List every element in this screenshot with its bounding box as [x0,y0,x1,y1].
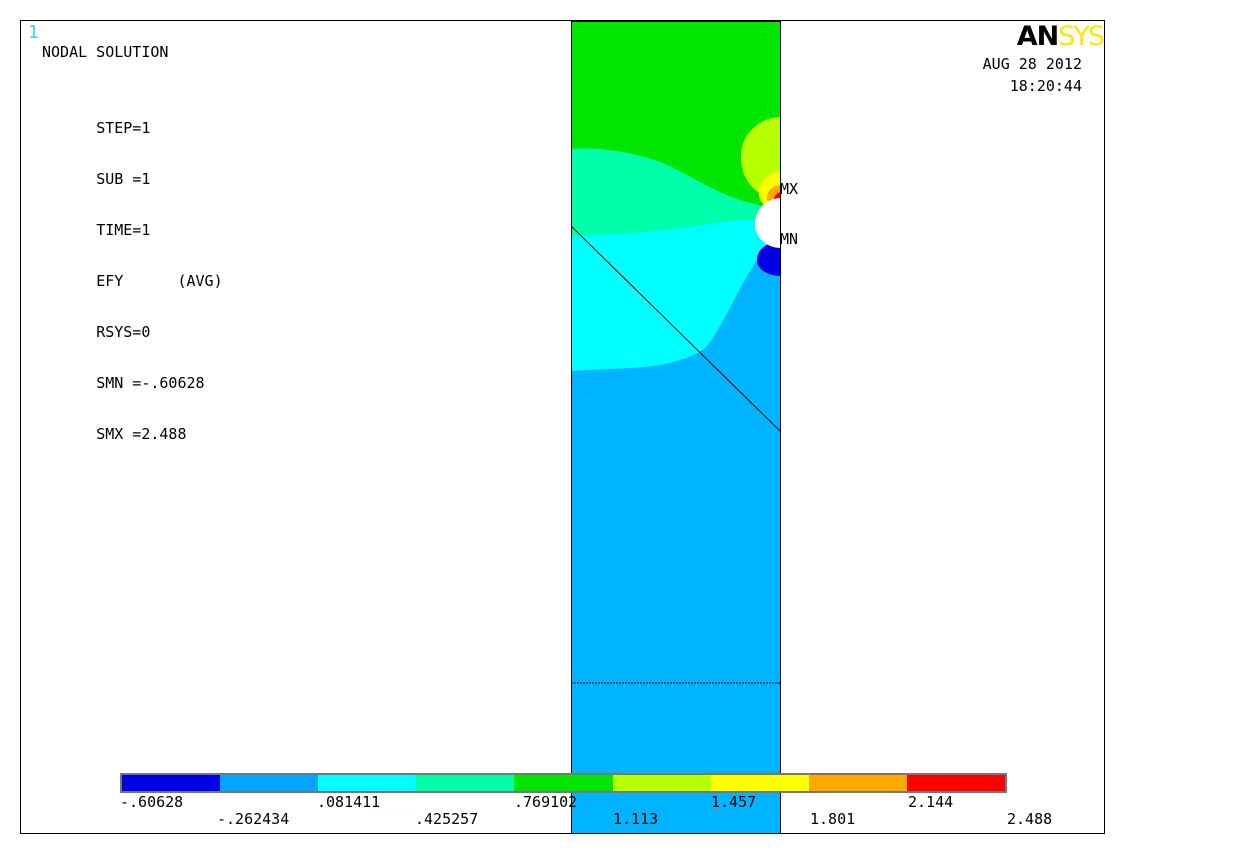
legend-swatch-1 [122,775,221,791]
info-sub-row: SUB =1 [42,157,223,187]
legend-swatch-6 [612,775,711,791]
info-rsys-value: 0 [141,323,151,341]
window-number: 1 [28,22,39,43]
legend-label-lower-4: 1.801 [810,810,856,828]
info-smx-row: SMX =2.488 [42,412,223,442]
legend-label-lower-3: 1.113 [613,810,659,828]
legend-label-upper-2: .081411 [317,793,381,811]
legend-swatch-2 [220,775,319,791]
hole [755,198,781,248]
legend-swatch-8 [808,775,907,791]
info-time-row: TIME=1 [42,208,223,238]
plot-date: AUG 28 2012 [982,55,1082,73]
info-step-row: STEP=1 [42,106,223,136]
legend-label-upper-1: -.60628 [120,793,184,811]
legend-colorbar [120,773,1007,793]
graphics-window[interactable]: 1 NODAL SOLUTION STEP=1 SUB =1 TIME=1 EF… [20,20,1105,834]
legend-label-upper-4: 1.457 [711,793,757,811]
info-sub-value: 1 [141,170,151,188]
legend-label-upper-3: .769102 [514,793,578,811]
max-marker: MX [780,180,799,198]
legend-label-lower-5: 2.488 [1007,810,1053,828]
info-smx-value: 2.488 [141,425,187,443]
legend-swatch-7 [710,775,809,791]
info-time-label: TIME= [96,221,142,239]
info-smn-row: SMN =-.60628 [42,361,223,391]
info-step-value: 1 [141,119,151,137]
info-efy-value: (AVG) [177,272,223,290]
legend-label-lower-1: -.262434 [217,810,290,828]
legend-swatch-5 [514,775,613,791]
min-marker: MN [780,230,799,248]
ansys-logo-an: AN [1016,21,1059,52]
info-rsys-label: RSYS= [96,323,142,341]
legend-swatch-9 [906,775,1005,791]
result-title: NODAL SOLUTION [42,43,169,61]
dark-blue-region [757,242,781,276]
plot-time: 18:20:44 [1009,77,1082,95]
info-step-label: STEP= [96,119,142,137]
info-smn-label: SMN = [96,374,142,392]
info-time-value: 1 [141,221,151,239]
contour-plot[interactable] [570,21,782,834]
green-region [571,21,781,209]
info-smn-value: -.60628 [141,374,205,392]
legend-swatch-3 [318,775,417,791]
ansys-logo: ANSYS [1016,21,1104,52]
info-sub-label: SUB = [96,170,142,188]
legend-swatch-4 [416,775,515,791]
legend-label-upper-5: 2.144 [908,793,954,811]
info-efy-label: EFY [96,272,178,290]
info-rsys-row: RSYS=0 [42,310,223,340]
legend-label-lower-2: .425257 [415,810,479,828]
info-smx-label: SMX = [96,425,142,443]
info-efy-row: EFY (AVG) [42,259,222,289]
plot-border [571,21,781,833]
result-info-list: STEP=1 SUB =1 TIME=1 EFY (AVG) RSYS=0 SM… [42,76,223,463]
ansys-logo-sys: SYS [1058,21,1104,52]
path-line [570,225,782,433]
